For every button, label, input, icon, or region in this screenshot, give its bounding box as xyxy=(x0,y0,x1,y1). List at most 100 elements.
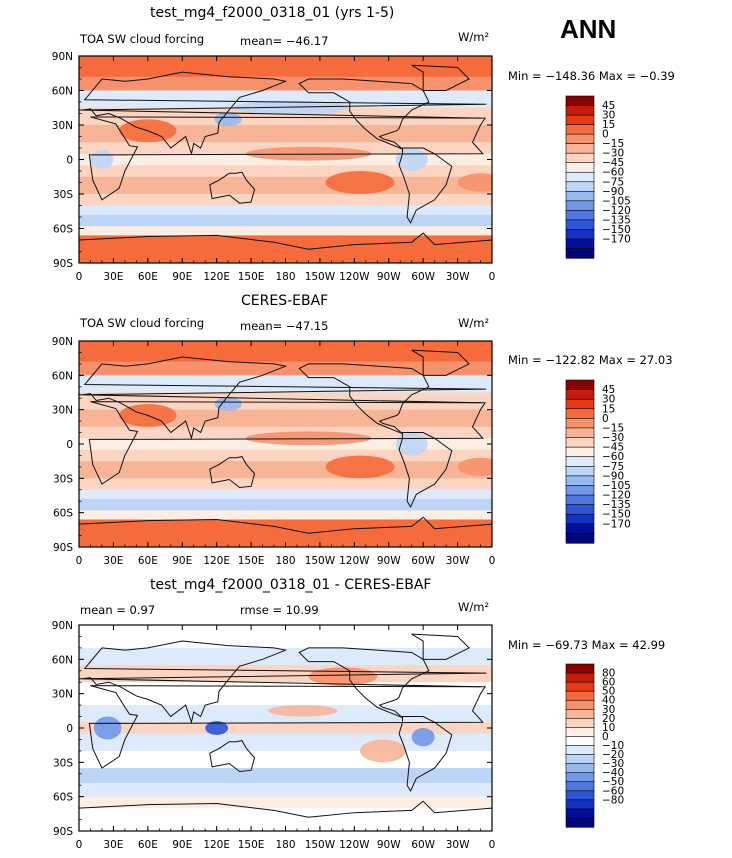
field-band xyxy=(79,165,492,178)
field-band xyxy=(79,90,492,109)
coastline xyxy=(79,800,492,831)
colorbar-label: 30 xyxy=(602,704,615,716)
colorbar-swatch xyxy=(565,808,595,819)
colorbar-label: −45 xyxy=(602,442,624,454)
y-tick-label: 60N xyxy=(52,86,73,98)
y-tick-label: 90S xyxy=(53,542,73,554)
y-tick-label: 30N xyxy=(52,689,73,701)
panel-3-title: test_mg4_f2000_0318_01 - CERES-EBAF xyxy=(150,577,432,593)
colorbar-label: −60 xyxy=(602,451,624,463)
field-feature xyxy=(325,455,395,479)
y-tick-label: 30S xyxy=(53,189,73,201)
coastline xyxy=(398,716,453,793)
field-band xyxy=(79,461,492,479)
x-tick-label: 30E xyxy=(103,839,123,851)
field-band xyxy=(79,750,492,769)
colorbar-label: 45 xyxy=(602,384,615,396)
colorbar-swatch xyxy=(565,389,595,400)
colorbar-swatch xyxy=(565,437,595,448)
field-feature xyxy=(245,146,372,161)
colorbar-label: 45 xyxy=(602,100,615,112)
coastline xyxy=(79,356,487,441)
x-tick-label: 30W xyxy=(446,271,470,283)
field-band xyxy=(79,647,492,666)
x-tick-label: 90E xyxy=(172,271,192,283)
y-tick-label: 30S xyxy=(53,757,73,769)
field-feature xyxy=(457,457,492,477)
colorbar-label: −15 xyxy=(602,422,624,434)
coastline xyxy=(79,516,492,547)
x-tick-label: 180 xyxy=(275,839,295,851)
panel-2-minmax: Min = −122.82 Max = 27.03 xyxy=(508,353,673,367)
colorbar-swatch xyxy=(565,379,595,391)
colorbar-swatch xyxy=(565,475,595,487)
panel-2-map: 0 30E 60E 90E 120E 150E 180 150W 120W 90W 60W 30W 09… xyxy=(52,336,496,567)
panel-1-units: W/m² xyxy=(458,30,490,44)
colorbar-label: −75 xyxy=(602,461,624,473)
field-band xyxy=(79,478,492,491)
x-tick-label: 30W xyxy=(446,555,470,567)
x-tick-label: 150E xyxy=(238,271,265,283)
colorbar-swatch xyxy=(565,708,595,719)
x-tick-label: 90E xyxy=(172,839,192,851)
colorbar-swatch xyxy=(565,672,595,683)
field-feature xyxy=(214,112,242,127)
colorbar-swatch xyxy=(565,143,595,154)
colorbar-label: −30 xyxy=(602,758,624,770)
colorbar-swatch xyxy=(565,210,595,221)
x-tick-label: 120E xyxy=(203,839,230,851)
colorbar-label: −45 xyxy=(602,157,624,169)
colorbar-swatch xyxy=(565,790,595,801)
colorbar-swatch xyxy=(565,523,595,535)
coastline xyxy=(79,71,487,156)
x-tick-label: 60E xyxy=(138,271,158,283)
coastline xyxy=(411,349,470,376)
field-feature xyxy=(360,739,406,763)
x-tick-label: 60W xyxy=(411,839,435,851)
coastline xyxy=(398,147,453,224)
panel-2-units: W/m² xyxy=(458,316,490,330)
x-tick-label: 60W xyxy=(411,271,435,283)
colorbar-label: −60 xyxy=(602,167,624,179)
panel-3-rmse: rmse = 10.99 xyxy=(240,603,319,617)
x-tick-label: 180 xyxy=(275,271,295,283)
colorbar-swatch xyxy=(565,190,595,202)
coastline xyxy=(298,78,430,150)
colorbar-swatch xyxy=(565,446,595,458)
x-tick-label: 150E xyxy=(238,839,265,851)
colorbar-label: −30 xyxy=(602,148,624,160)
field-feature xyxy=(205,721,229,735)
colorbar-swatch xyxy=(565,398,595,410)
panel-2-colorbar: 4530150−15−30−45−60−75−90−105−120−135−15… xyxy=(565,379,631,544)
colorbar-swatch xyxy=(565,152,595,164)
x-tick-label: 0 xyxy=(76,271,83,283)
y-tick-label: 60N xyxy=(52,370,73,382)
panel-3-mean: mean = 0.97 xyxy=(80,603,156,617)
coastline xyxy=(209,171,256,204)
colorbar-swatch xyxy=(565,248,595,259)
colorbar-label: −150 xyxy=(602,509,631,521)
field-band xyxy=(79,76,492,91)
colorbar-label: 0 xyxy=(602,731,609,743)
colorbar-swatch xyxy=(565,663,595,674)
x-tick-label: 0 xyxy=(489,555,496,567)
y-tick-label: 90S xyxy=(53,258,73,270)
colorbar-swatch xyxy=(565,727,595,738)
panel-3-field xyxy=(79,625,492,831)
coastline xyxy=(88,401,487,485)
x-tick-label: 150E xyxy=(238,555,265,567)
colorbar-swatch xyxy=(565,772,595,783)
colorbar-swatch xyxy=(565,533,595,544)
colorbar-swatch xyxy=(565,718,595,728)
panel-2-field xyxy=(79,341,492,547)
x-tick-label: 150W xyxy=(305,839,336,851)
coastline xyxy=(88,116,487,201)
colorbar-swatch xyxy=(565,456,595,467)
colorbar-label: 15 xyxy=(602,403,615,415)
colorbar-label: −150 xyxy=(602,224,631,236)
colorbar-label: −135 xyxy=(602,499,631,511)
panel-3-units: W/m² xyxy=(458,600,490,614)
colorbar-swatch xyxy=(565,465,595,477)
colorbar-label: −170 xyxy=(602,518,631,530)
